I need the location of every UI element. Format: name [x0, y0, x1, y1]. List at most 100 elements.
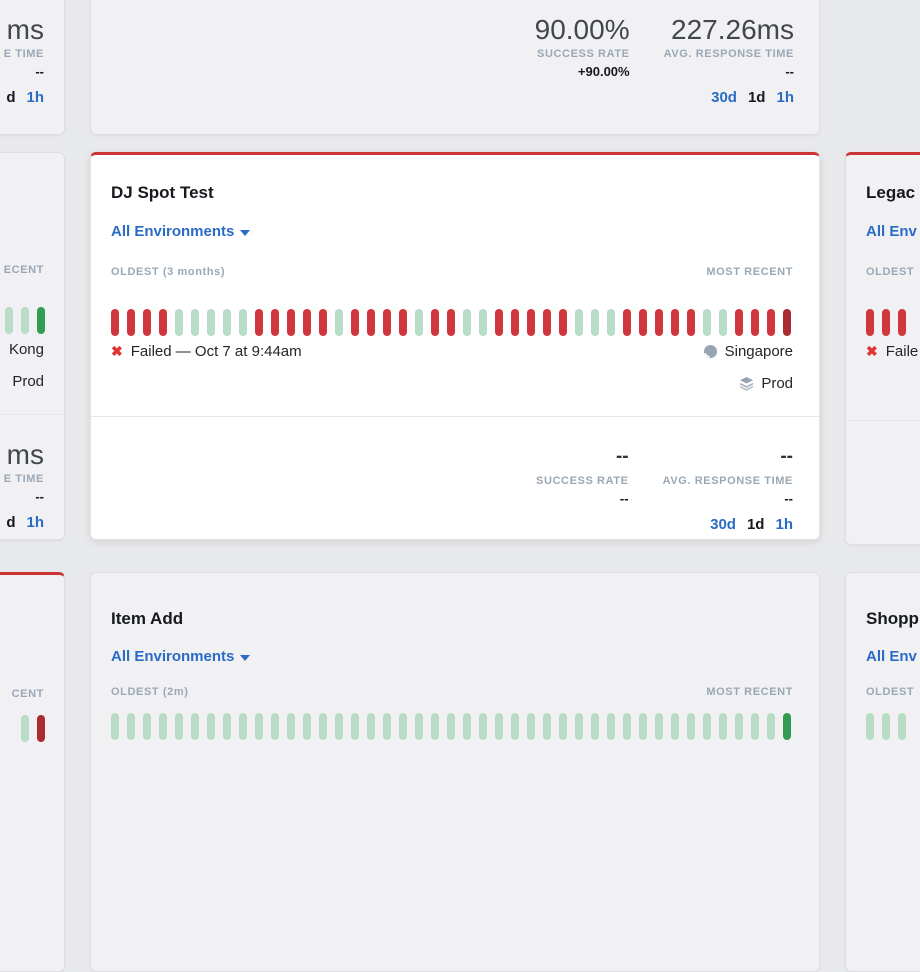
run-bar-fail[interactable] — [639, 309, 647, 336]
run-bar-pass[interactable] — [719, 713, 727, 740]
run-bar-pass[interactable] — [655, 713, 663, 740]
run-bar-pass[interactable] — [21, 715, 29, 742]
run-bar-pass[interactable] — [351, 713, 359, 740]
run-bar-pass[interactable] — [5, 307, 13, 334]
run-bar-fail[interactable] — [543, 309, 551, 336]
run-bar-fail[interactable] — [367, 309, 375, 336]
run-bar-fail[interactable] — [882, 309, 890, 336]
run-bar-pass[interactable] — [175, 309, 183, 336]
range-option-1h[interactable]: 1h — [26, 89, 44, 106]
run-bar-fail[interactable] — [447, 309, 455, 336]
run-bar-fail[interactable] — [898, 309, 906, 336]
run-bar-pass[interactable] — [319, 713, 327, 740]
test-card-partial-mid-left[interactable]: ECENT Kong Prod ms E TIME -- d 1h — [0, 152, 65, 540]
run-bar-pass[interactable] — [591, 713, 599, 740]
run-bar-fail[interactable] — [687, 309, 695, 336]
run-bar-fail[interactable] — [495, 309, 503, 336]
run-bar-fail[interactable] — [559, 309, 567, 336]
run-bar-pass[interactable] — [111, 713, 119, 740]
run-bar-pass[interactable] — [866, 713, 874, 740]
run-bar-fail[interactable] — [751, 309, 759, 336]
run-bar-fail[interactable] — [287, 309, 295, 336]
run-bar-pass[interactable] — [335, 309, 343, 336]
run-bar-pass[interactable] — [607, 713, 615, 740]
run-bar-pass[interactable] — [415, 713, 423, 740]
run-bar-fail[interactable] — [866, 309, 874, 336]
run-bar-pass[interactable] — [703, 309, 711, 336]
run-bar-pass[interactable] — [223, 309, 231, 336]
environment-selector[interactable]: All Environments — [111, 223, 251, 240]
run-bar-pass[interactable] — [511, 713, 519, 740]
run-bar-pass[interactable] — [21, 307, 29, 334]
test-card-item-add[interactable]: Item Add All Environments OLDEST (2m) MO… — [90, 572, 820, 972]
run-bar-pass[interactable] — [687, 713, 695, 740]
range-option-30d[interactable]: 30d — [710, 516, 736, 533]
run-bar-pass[interactable] — [367, 713, 375, 740]
range-option-1d-partial[interactable]: d — [6, 514, 16, 531]
run-bar-fail[interactable] — [303, 309, 311, 336]
run-bar-pass[interactable] — [463, 309, 471, 336]
test-card-partial-top-center[interactable]: 90.00% SUCCESS RATE +90.00% 227.26ms AVG… — [90, 0, 820, 135]
test-card-dj-spot-test[interactable]: DJ Spot Test All Environments OLDEST (3 … — [90, 152, 820, 540]
run-bar-pass[interactable] — [127, 713, 135, 740]
run-bar-pass[interactable] — [559, 713, 567, 740]
run-bar-fail[interactable] — [431, 309, 439, 336]
run-bar-pass[interactable] — [671, 713, 679, 740]
run-bar-pass[interactable] — [335, 713, 343, 740]
run-bar-pass[interactable] — [447, 713, 455, 740]
test-card-partial-mid-right[interactable]: Legac All Env OLDEST ✖ Faile — [845, 152, 920, 545]
run-bar-pass[interactable] — [543, 713, 551, 740]
run-bar-fail[interactable] — [271, 309, 279, 336]
run-bar-pass[interactable] — [207, 309, 215, 336]
run-bar-fail[interactable] — [319, 309, 327, 336]
run-bar-pass[interactable] — [223, 713, 231, 740]
run-bar-pass[interactable] — [463, 713, 471, 740]
run-bar-pass[interactable] — [575, 713, 583, 740]
run-bar-pass[interactable] — [399, 713, 407, 740]
range-option-1d[interactable]: 1d — [747, 89, 766, 106]
range-option-1h[interactable]: 1h — [776, 89, 794, 106]
run-bar-pass[interactable] — [239, 309, 247, 336]
test-card-partial-top-left[interactable]: ms E TIME -- d 1h — [0, 0, 65, 135]
run-bar-pass[interactable] — [479, 713, 487, 740]
range-option-30d[interactable]: 30d — [711, 89, 737, 106]
run-bar-pass[interactable] — [191, 309, 199, 336]
run-bar-pass[interactable] — [703, 713, 711, 740]
run-bar-pass[interactable] — [527, 713, 535, 740]
run-bar-pass[interactable] — [607, 309, 615, 336]
run-bar-pass[interactable] — [383, 713, 391, 740]
range-option-1h[interactable]: 1h — [26, 514, 44, 531]
run-bar-pass[interactable] — [303, 713, 311, 740]
run-bar-pass-recent[interactable] — [783, 713, 791, 740]
environment-selector[interactable]: All Environments — [111, 648, 251, 665]
run-bar-pass[interactable] — [751, 713, 759, 740]
run-bar-pass[interactable] — [159, 713, 167, 740]
run-bar-fail[interactable] — [143, 309, 151, 336]
run-bar-pass[interactable] — [255, 713, 263, 740]
test-card-partial-bottom-left[interactable]: CENT — [0, 572, 65, 972]
run-bar-fail-recent[interactable] — [783, 309, 791, 336]
run-bar-pass[interactable] — [495, 713, 503, 740]
range-option-1d[interactable]: 1d — [746, 516, 765, 533]
run-bar-pass[interactable] — [575, 309, 583, 336]
environment-selector[interactable]: All Env — [866, 223, 917, 240]
run-bar-fail[interactable] — [767, 309, 775, 336]
run-bar-pass[interactable] — [639, 713, 647, 740]
run-bar-pass[interactable] — [175, 713, 183, 740]
run-bar-fail[interactable] — [383, 309, 391, 336]
run-bar-pass-recent[interactable] — [37, 307, 45, 334]
run-bar-pass[interactable] — [479, 309, 487, 336]
run-bar-pass[interactable] — [767, 713, 775, 740]
run-bar-fail[interactable] — [671, 309, 679, 336]
run-bar-fail[interactable] — [127, 309, 135, 336]
run-bar-pass[interactable] — [287, 713, 295, 740]
environment-selector[interactable]: All Env — [866, 648, 917, 665]
run-bar-fail[interactable] — [351, 309, 359, 336]
test-card-partial-bottom-right[interactable]: Shopp All Env OLDEST — [845, 572, 920, 972]
range-option-1h[interactable]: 1h — [775, 516, 793, 533]
run-bar-fail-recent[interactable] — [37, 715, 45, 742]
run-bar-pass[interactable] — [191, 713, 199, 740]
run-bar-fail[interactable] — [159, 309, 167, 336]
run-bar-pass[interactable] — [143, 713, 151, 740]
run-bar-pass[interactable] — [239, 713, 247, 740]
